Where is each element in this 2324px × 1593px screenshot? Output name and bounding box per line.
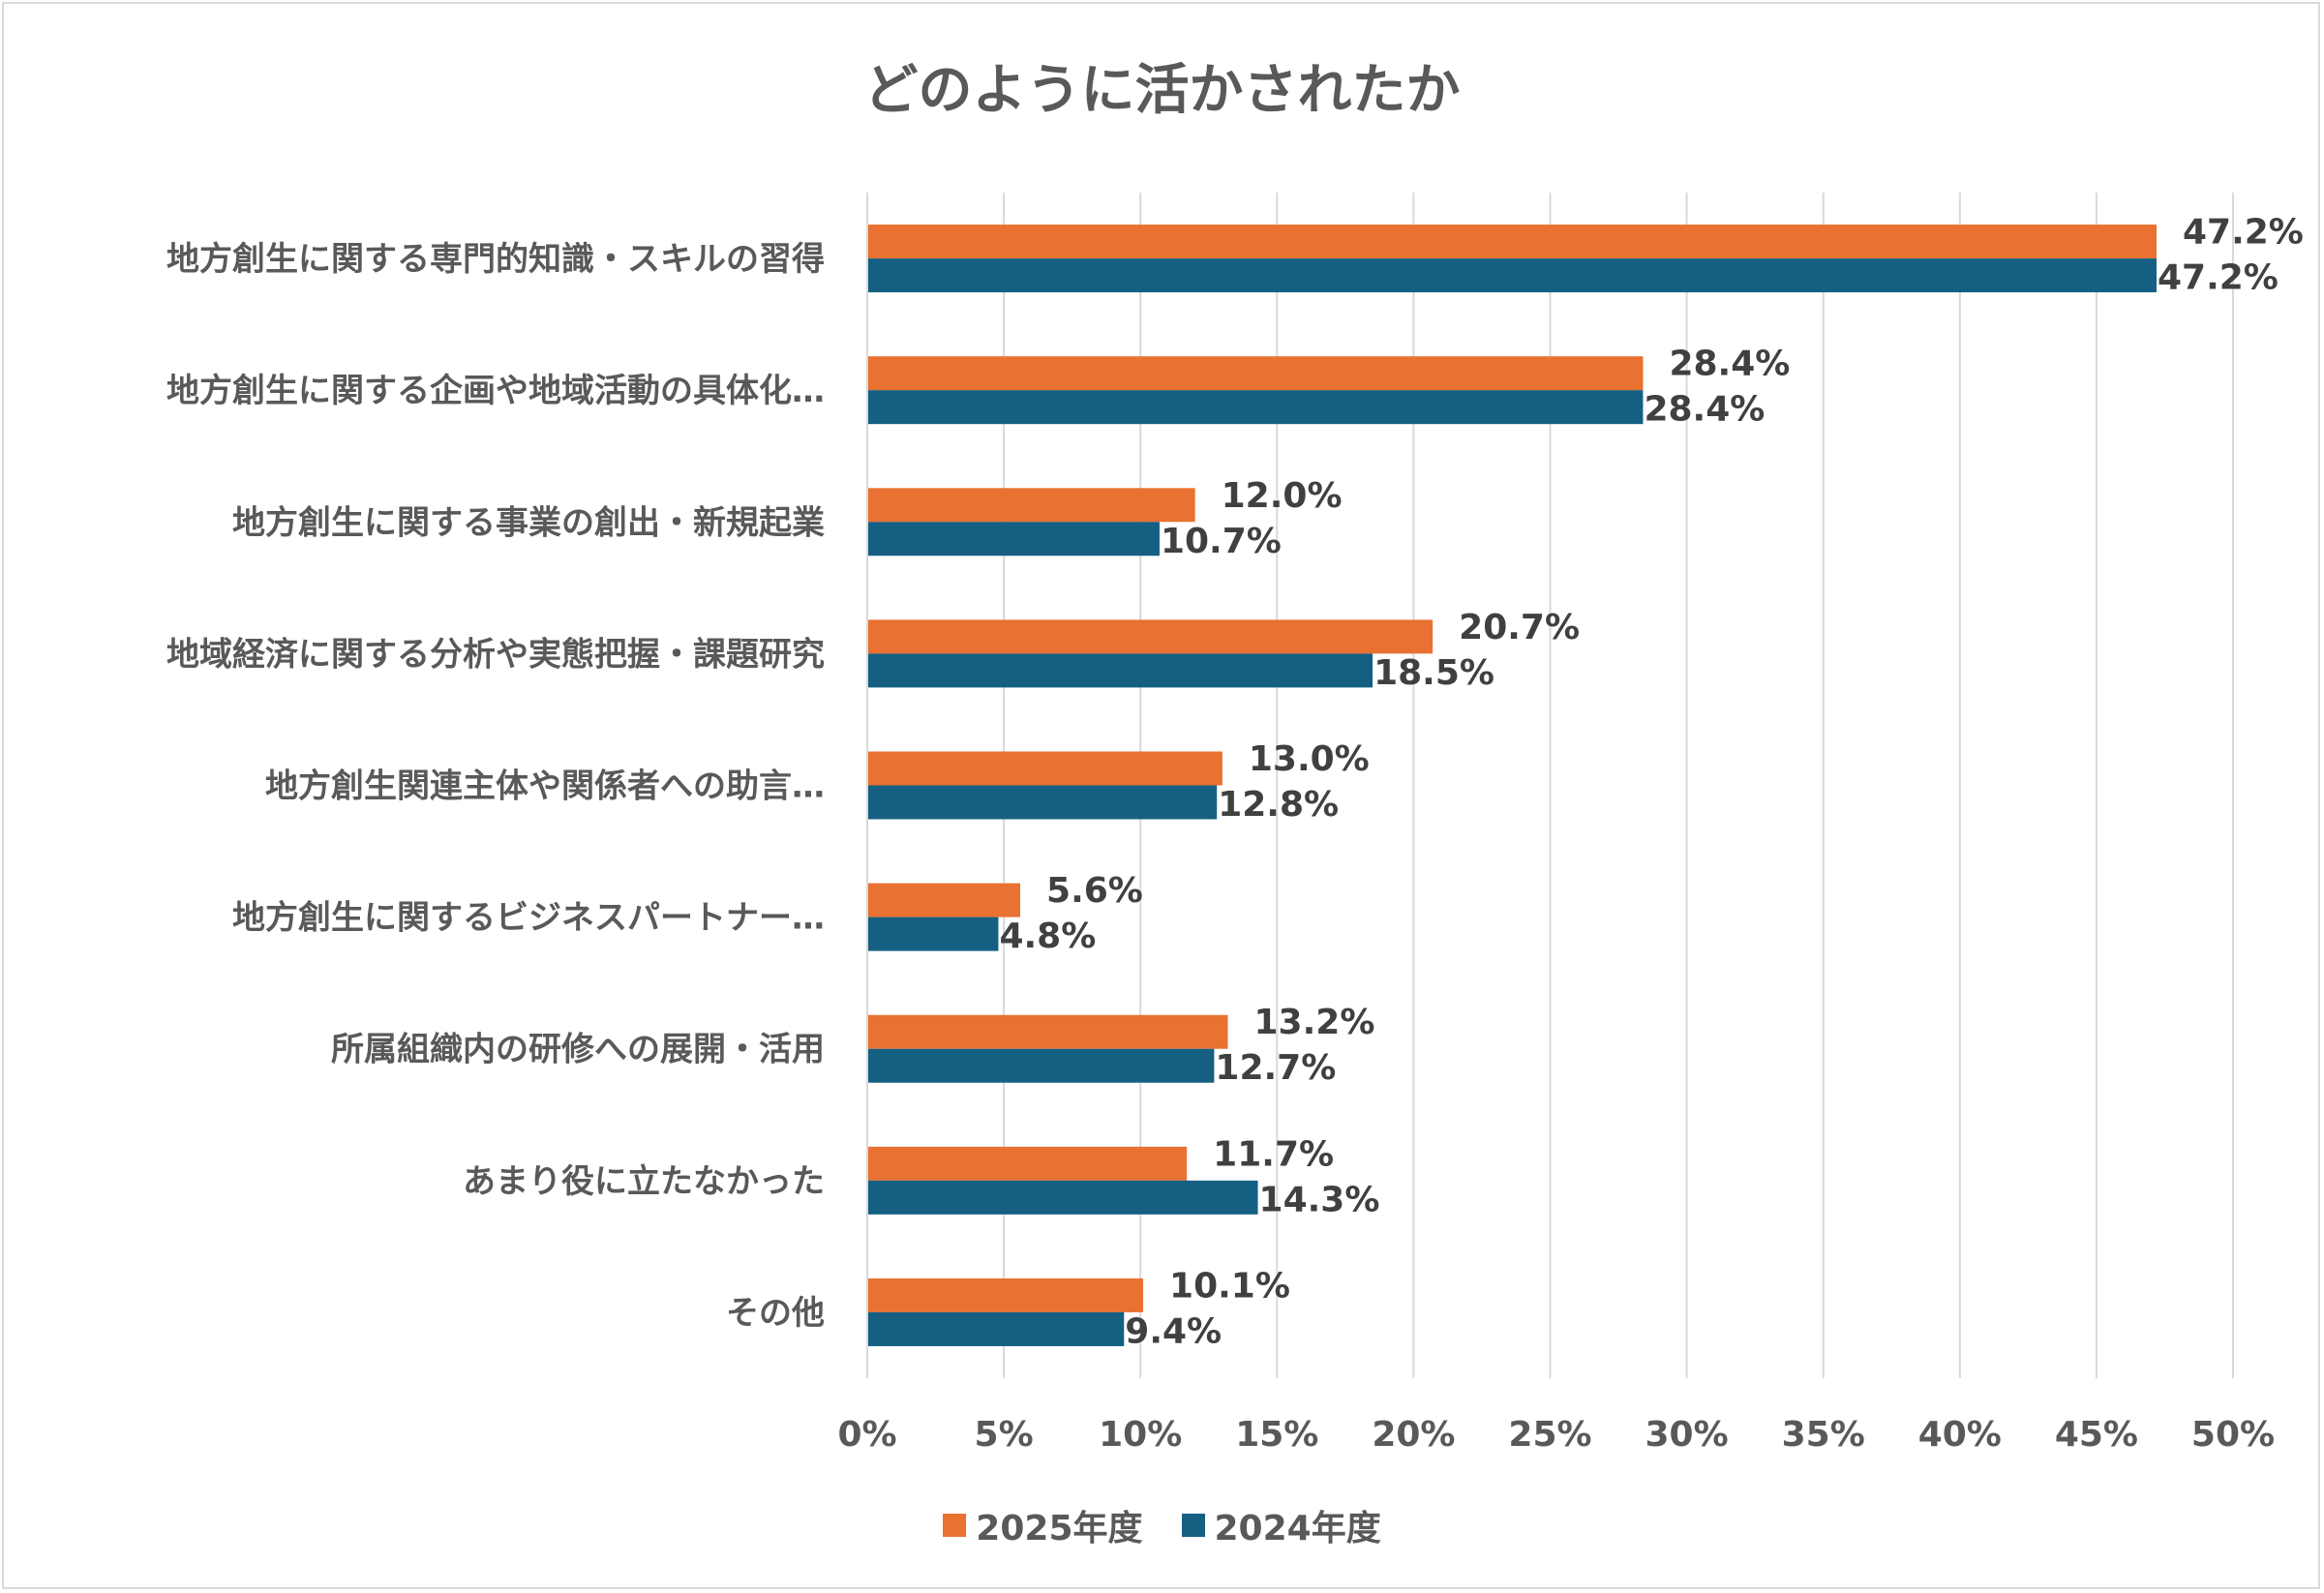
data-label: 9.4% (1125, 1311, 1222, 1351)
bar-2025年度 (867, 619, 1434, 654)
data-label: 18.5% (1373, 653, 1494, 693)
data-label: 12.0% (1222, 476, 1343, 516)
data-label: 20.7% (1459, 608, 1580, 647)
bar-2025年度 (867, 225, 2157, 259)
bar-2025年度 (867, 1146, 1188, 1181)
category-label: 地方創生に関する企画や地域活動の具体化… (166, 372, 825, 410)
category-label: 地方創生に関する事業の創出・新規起業 (232, 503, 825, 542)
data-label: 12.8% (1218, 785, 1339, 825)
data-label: 11.7% (1213, 1134, 1334, 1174)
bar-2025年度 (867, 356, 1644, 391)
data-label: 47.2% (2158, 258, 2279, 298)
legend-label-2024: 2024年度 (1214, 1509, 1381, 1548)
bar-2024年度 (867, 1311, 1125, 1346)
x-tick-label: 10% (1099, 1415, 1182, 1455)
category-label: 地域経済に関する分析や実態把握・課題研究 (166, 635, 825, 674)
data-label: 14.3% (1259, 1180, 1380, 1219)
bar-2025年度 (867, 883, 1021, 917)
legend-label-2025: 2025年度 (976, 1509, 1143, 1548)
legend-swatch-2025 (943, 1514, 967, 1537)
category-label: 地方創生関連主体や関係者への助言… (265, 767, 825, 806)
data-label: 13.2% (1254, 1003, 1375, 1042)
legend-item-2025: 2025年度 (943, 1500, 1143, 1550)
x-tick-label: 50% (2191, 1415, 2275, 1455)
x-tick-label: 20% (1372, 1415, 1455, 1455)
category-label: その他 (726, 1294, 825, 1333)
bar-2024年度 (867, 785, 1218, 820)
x-tick-label: 15% (1235, 1415, 1318, 1455)
data-label: 5.6% (1046, 871, 1143, 911)
bar-2024年度 (867, 653, 1373, 688)
x-tick-label: 0% (837, 1415, 896, 1455)
data-label: 4.8% (999, 917, 1096, 956)
category-label: 地方創生に関する専門的知識・スキルの習得 (166, 240, 825, 279)
data-label: 13.0% (1249, 739, 1370, 779)
x-tick-label: 5% (975, 1415, 1034, 1455)
bar-2024年度 (867, 1180, 1258, 1215)
legend-item-2024: 2024年度 (1181, 1500, 1381, 1550)
legend-swatch-2024 (1181, 1514, 1205, 1537)
category-label: 所属組織内の研修への展開・活用 (331, 1031, 825, 1069)
x-tick-label: 30% (1645, 1415, 1729, 1455)
data-label: 10.7% (1161, 522, 1282, 561)
bar-2025年度 (867, 1014, 1228, 1049)
category-label: 地方創生に関するビジネスパートナー… (232, 899, 825, 938)
bar-2024年度 (867, 522, 1160, 556)
data-label: 12.7% (1215, 1048, 1336, 1088)
x-tick-label: 45% (2055, 1415, 2138, 1455)
bar-2024年度 (867, 917, 999, 951)
data-label: 47.2% (2183, 213, 2304, 253)
legend: 2025年度 2024年度 (0, 1500, 2324, 1550)
bar-2025年度 (867, 1277, 1144, 1312)
data-label: 28.4% (1669, 345, 1790, 384)
x-tick-label: 40% (1918, 1415, 2002, 1455)
category-label: あまり役に立たなかった (463, 1162, 825, 1201)
bar-2024年度 (867, 390, 1644, 425)
x-tick-label: 25% (1508, 1415, 1591, 1455)
x-tick-label: 35% (1782, 1415, 1865, 1455)
bar-2024年度 (867, 258, 2157, 293)
bar-2024年度 (867, 1048, 1215, 1083)
chart-title: どのように活かされたか (863, 59, 1461, 122)
data-label: 10.1% (1169, 1266, 1290, 1306)
data-label: 28.4% (1644, 390, 1765, 430)
bar-2025年度 (867, 488, 1195, 523)
bar-2025年度 (867, 751, 1222, 786)
